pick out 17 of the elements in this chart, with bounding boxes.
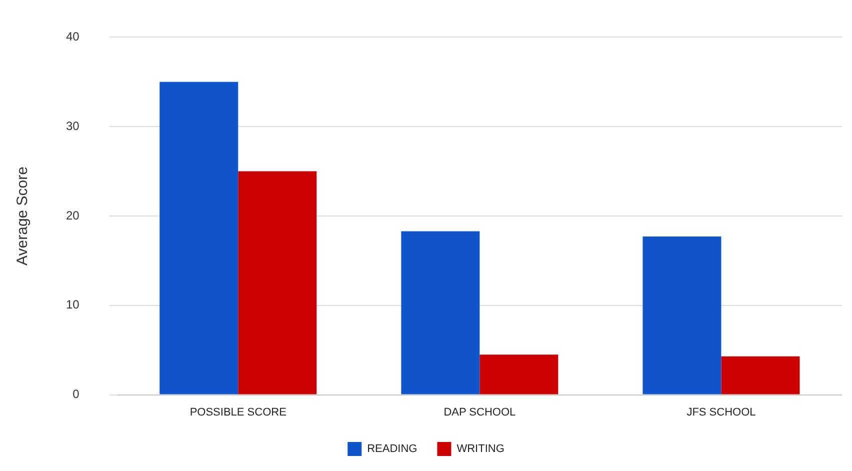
bar [238,171,317,394]
bar [642,236,722,394]
legend-label: READING [367,443,418,456]
x-tick-label: DAP SCHOOL [444,406,516,418]
y-tick-label: 10 [66,298,80,312]
bar [160,82,238,394]
y-tick-label: 30 [66,118,80,133]
bar [401,231,480,394]
bar [721,356,800,394]
y-axis-title: Average Score [14,166,32,266]
y-tick-label: 0 [72,387,80,402]
legend-label: WRITING [456,443,504,456]
y-tick-label: 20 [66,208,80,222]
y-tick-label: 40 [66,30,80,44]
bar [480,354,558,394]
x-tick-label: POSSIBLE SCORE [190,406,286,418]
x-tick-label: JFS SCHOOL [686,406,756,418]
